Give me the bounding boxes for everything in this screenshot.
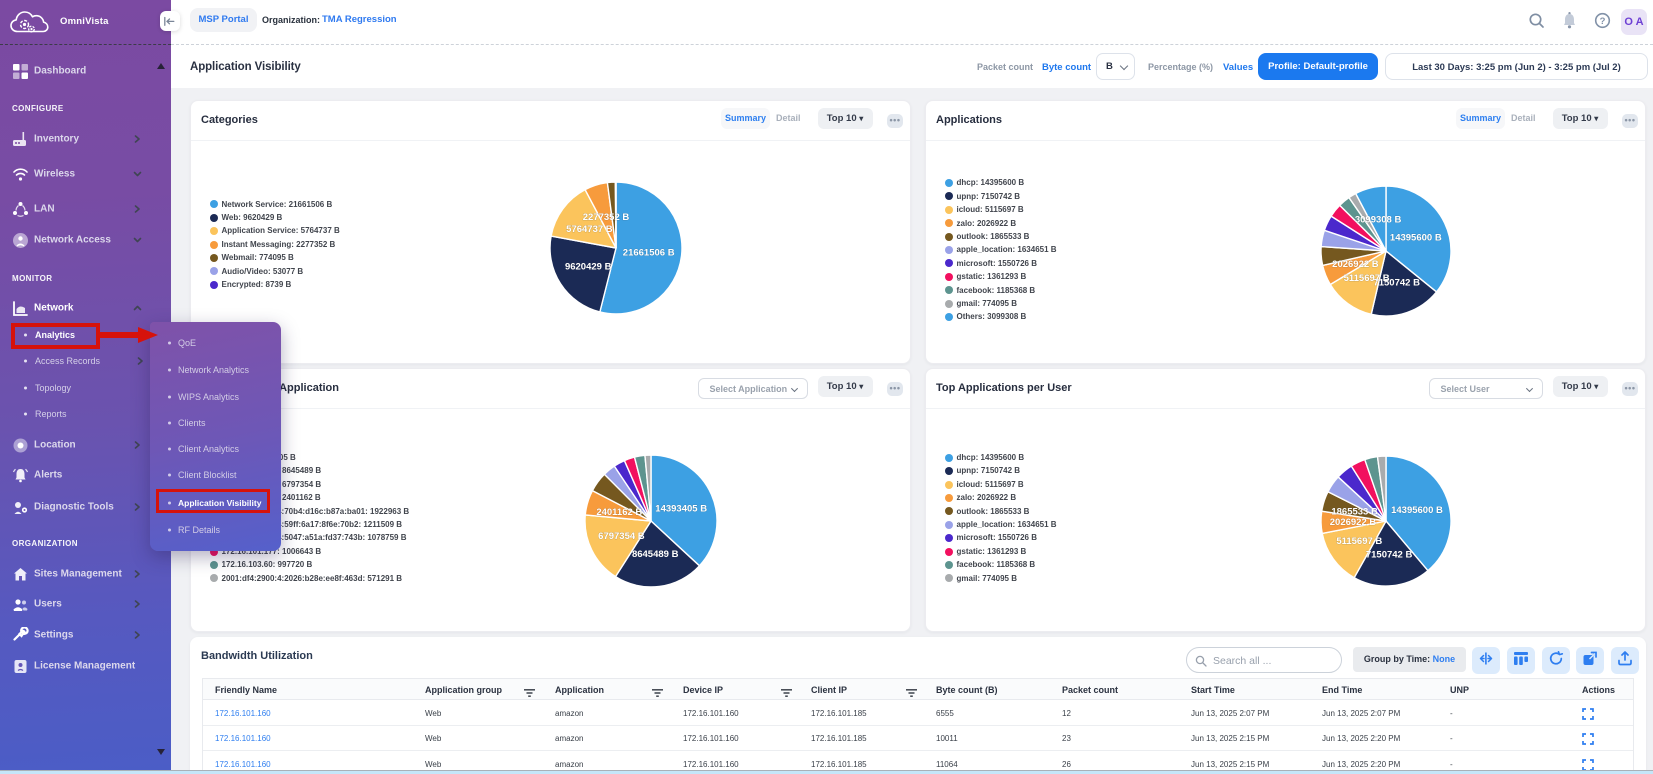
svg-text:6797354 B: 6797354 B — [598, 531, 645, 542]
svg-text:5115697 B: 5115697 B — [1336, 536, 1382, 547]
svg-text:21661506 B: 21661506 B — [623, 248, 675, 259]
svg-text:7150742 B: 7150742 B — [1366, 549, 1413, 560]
svg-text:14393405 B: 14393405 B — [655, 503, 707, 514]
svg-text:2277352 B: 2277352 B — [583, 212, 630, 223]
svg-text:1865533 B: 1865533 B — [1331, 506, 1378, 517]
svg-text:2026922 B: 2026922 B — [1332, 259, 1379, 270]
svg-text:3099308 B: 3099308 B — [1355, 215, 1402, 226]
svg-text:?: ? — [1600, 16, 1606, 27]
svg-text:2401162 B: 2401162 B — [596, 507, 642, 518]
svg-text:7150742 B: 7150742 B — [1373, 278, 1420, 289]
svg-text:5115697 B: 5115697 B — [1344, 273, 1390, 284]
svg-text:8645489 B: 8645489 B — [632, 549, 679, 560]
svg-text:5764737 B: 5764737 B — [566, 224, 613, 235]
svg-text:14395600 B: 14395600 B — [1390, 232, 1442, 243]
svg-text:2026922 B: 2026922 B — [1330, 517, 1377, 528]
svg-text:14395600 B: 14395600 B — [1391, 505, 1443, 516]
svg-text:9620429 B: 9620429 B — [565, 261, 612, 272]
